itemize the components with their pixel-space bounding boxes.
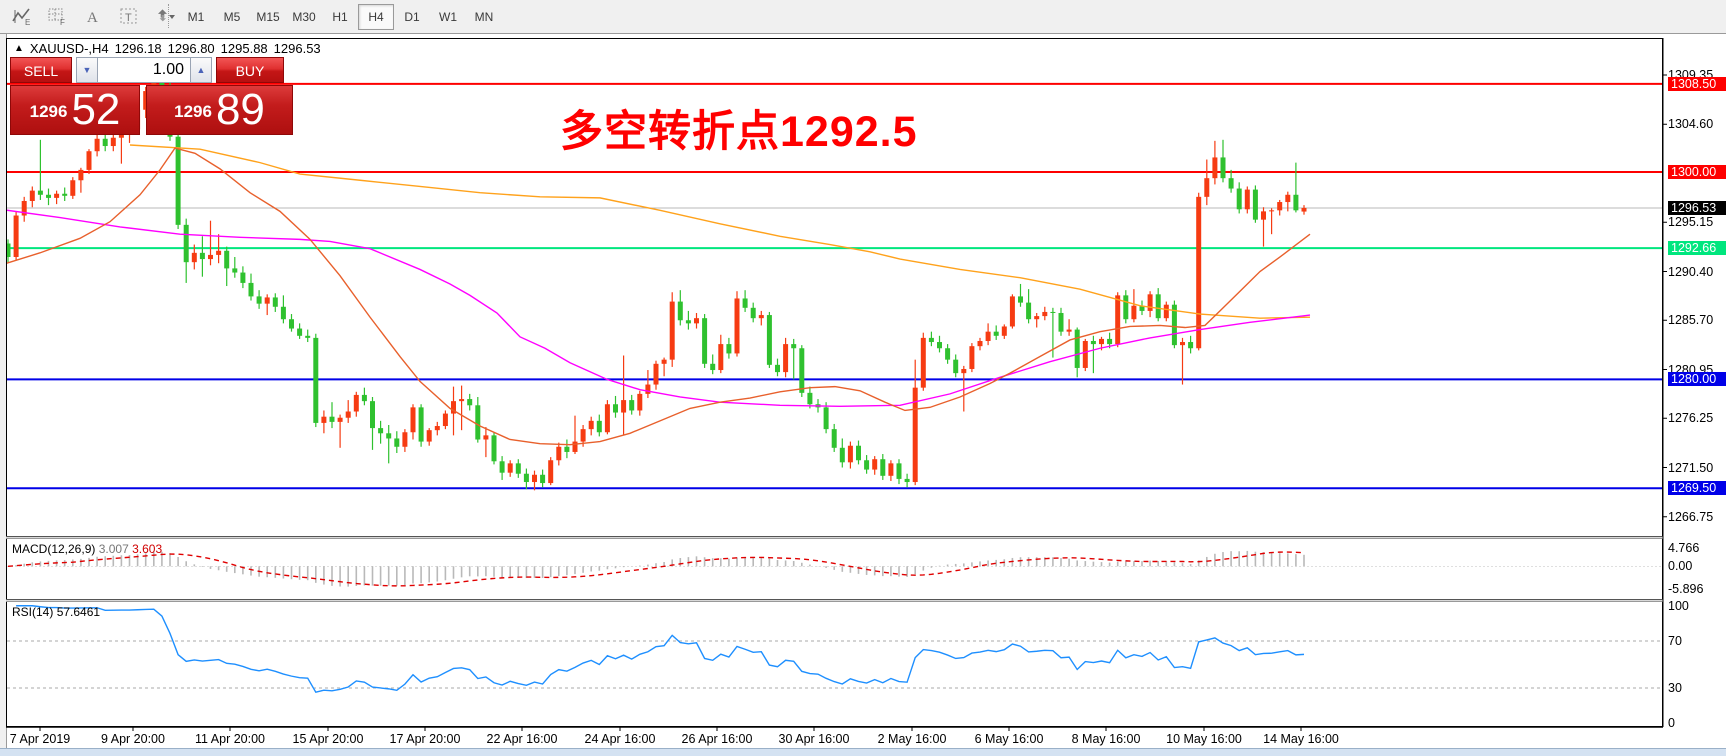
text-label-icon[interactable]: A (80, 4, 106, 28)
horizontal-level-lines (7, 82, 1662, 490)
time-tick-label: 7 Apr 2019 (9, 732, 71, 746)
svg-text:E: E (25, 18, 30, 27)
price-tick-label: 1304.60 (1668, 117, 1714, 132)
ma-mid-magenta (7, 209, 1311, 408)
time-tick-label: 10 May 16:00 (1166, 732, 1242, 746)
price-tick-label: 1271.50 (1668, 460, 1714, 475)
time-tick-label: 2 May 16:00 (877, 732, 947, 746)
price-tick-label: 1295.15 (1668, 215, 1714, 230)
sell-price-tile[interactable]: 1296 52 (10, 85, 140, 135)
buy-price-big: 89 (215, 85, 265, 134)
chart-annotation-text: 多空转折点1292.5 (560, 108, 918, 156)
time-tick-label: 22 Apr 16:00 (486, 732, 558, 746)
svg-text:F: F (60, 18, 65, 27)
ohlc-open: 1296.18 (114, 41, 162, 56)
time-tick-label: 6 May 16:00 (974, 732, 1044, 746)
timeframe-button-m15[interactable]: M15 (256, 10, 280, 24)
chart-plot-frame (6, 38, 1663, 727)
timeframe-button-m5[interactable]: M5 (223, 10, 241, 24)
grid-icon[interactable]: F (44, 4, 70, 28)
sell-price-small: 1296 (29, 102, 68, 121)
price-tick-label: 1276.25 (1668, 411, 1714, 426)
ohlc-close: 1296.53 (273, 41, 321, 56)
price-line-label: 1296.53 (1668, 200, 1726, 215)
textbox-icon[interactable]: T (116, 4, 142, 28)
price-tick-label: 1290.40 (1668, 264, 1714, 279)
one-click-trade-row: SELL ▼ ▲ BUY (10, 57, 284, 83)
moving-averages-layer (7, 144, 1311, 446)
symbol-label: XAUUSD-,H4 (29, 41, 109, 56)
macd-value-main: 3.007 (98, 542, 129, 556)
price-line-label: 1308.50 (1668, 76, 1726, 91)
macd-label: MACD(12,26,9) (12, 542, 96, 556)
time-tick-label: 24 Apr 16:00 (584, 732, 656, 746)
buy-price-tile[interactable]: 1296 89 (146, 85, 293, 135)
macd-tick-label: 4.766 (1668, 540, 1700, 555)
volume-decrement-button[interactable]: ▼ (76, 57, 98, 83)
macd-tick-label: 0.00 (1668, 559, 1693, 574)
ohlc-low: 1295.88 (220, 41, 268, 56)
sell-button[interactable]: SELL (10, 57, 72, 83)
ma-fast-redorange (7, 147, 1311, 446)
pane-splitter-macd[interactable] (6, 536, 1663, 539)
macd-value-signal: 3.603 (132, 542, 163, 556)
macd-tick-label: -5.896 (1668, 581, 1704, 596)
macd-pane-layer (7, 550, 1662, 587)
price-line-label: 1269.50 (1668, 481, 1726, 496)
ohlc-high: 1296.80 (167, 41, 215, 56)
rsi-pane-layer (7, 605, 1662, 694)
sell-price-big: 52 (71, 85, 121, 134)
time-tick-label: 26 Apr 16:00 (681, 732, 753, 746)
volume-input[interactable] (98, 57, 190, 83)
timeframe-button-w1[interactable]: W1 (439, 10, 457, 24)
objects-arrows-icon[interactable] (152, 4, 178, 28)
svg-text:T: T (125, 12, 132, 24)
svg-text:A: A (87, 10, 98, 26)
time-tick-label: 30 Apr 16:00 (778, 732, 850, 746)
macd-label-row: MACD(12,26,9) 3.007 3.603 (12, 542, 162, 556)
time-tick-label: 17 Apr 20:00 (389, 732, 461, 746)
timeframe-button-mn[interactable]: MN (474, 10, 494, 24)
rsi-label: RSI(14) (12, 605, 54, 619)
pane-splitter-rsi[interactable] (6, 599, 1663, 602)
volume-increment-button[interactable]: ▲ (190, 57, 212, 83)
price-line-label: 1300.00 (1668, 164, 1726, 179)
rsi-label-row: RSI(14) 57.6461 (12, 605, 100, 619)
time-tick-label: 11 Apr 20:00 (195, 732, 265, 746)
timeframe-button-d1[interactable]: D1 (404, 10, 420, 24)
bottom-status-strip (0, 748, 1726, 756)
price-tick-label: 1285.70 (1668, 313, 1714, 328)
time-tick-label: 15 Apr 20:00 (292, 732, 364, 746)
ma-slow-orange (129, 144, 1311, 319)
timeframe-button-h1[interactable]: H1 (332, 10, 348, 24)
buy-button[interactable]: BUY (216, 57, 284, 83)
panel-collapse-icon[interactable]: ▲ (14, 43, 24, 54)
time-tick-label: 8 May 16:00 (1071, 732, 1141, 746)
toolbar-separator (168, 4, 169, 28)
indicators-icon[interactable]: E (8, 4, 34, 28)
pane-borders (6, 38, 1667, 731)
timeframe-button-h4[interactable]: H4 (358, 4, 394, 30)
rsi-value: 57.6461 (56, 605, 101, 619)
price-line-label: 1292.66 (1668, 241, 1726, 256)
timeframe-button-m1[interactable]: M1 (187, 10, 205, 24)
timeframe-button-m30[interactable]: M30 (292, 10, 316, 24)
chart-info-row: ▲ XAUUSD-,H4 1296.18 1296.80 1295.88 129… (14, 41, 321, 56)
time-tick-label: 9 Apr 20:00 (101, 732, 165, 746)
rsi-tick-label: 0 (1668, 716, 1675, 731)
time-tick-label: 14 May 16:00 (1263, 732, 1339, 746)
buy-price-small: 1296 (174, 102, 212, 121)
rsi-tick-label: 30 (1668, 681, 1682, 695)
price-tick-label: 1266.75 (1668, 509, 1714, 524)
rsi-tick-label: 100 (1668, 598, 1689, 613)
toolbar: E F A T M1 M5 M15 M30 H1 H4 D1 W1 MN (0, 0, 1726, 34)
price-line-label: 1280.00 (1668, 372, 1726, 387)
rsi-tick-label: 70 (1668, 634, 1682, 648)
